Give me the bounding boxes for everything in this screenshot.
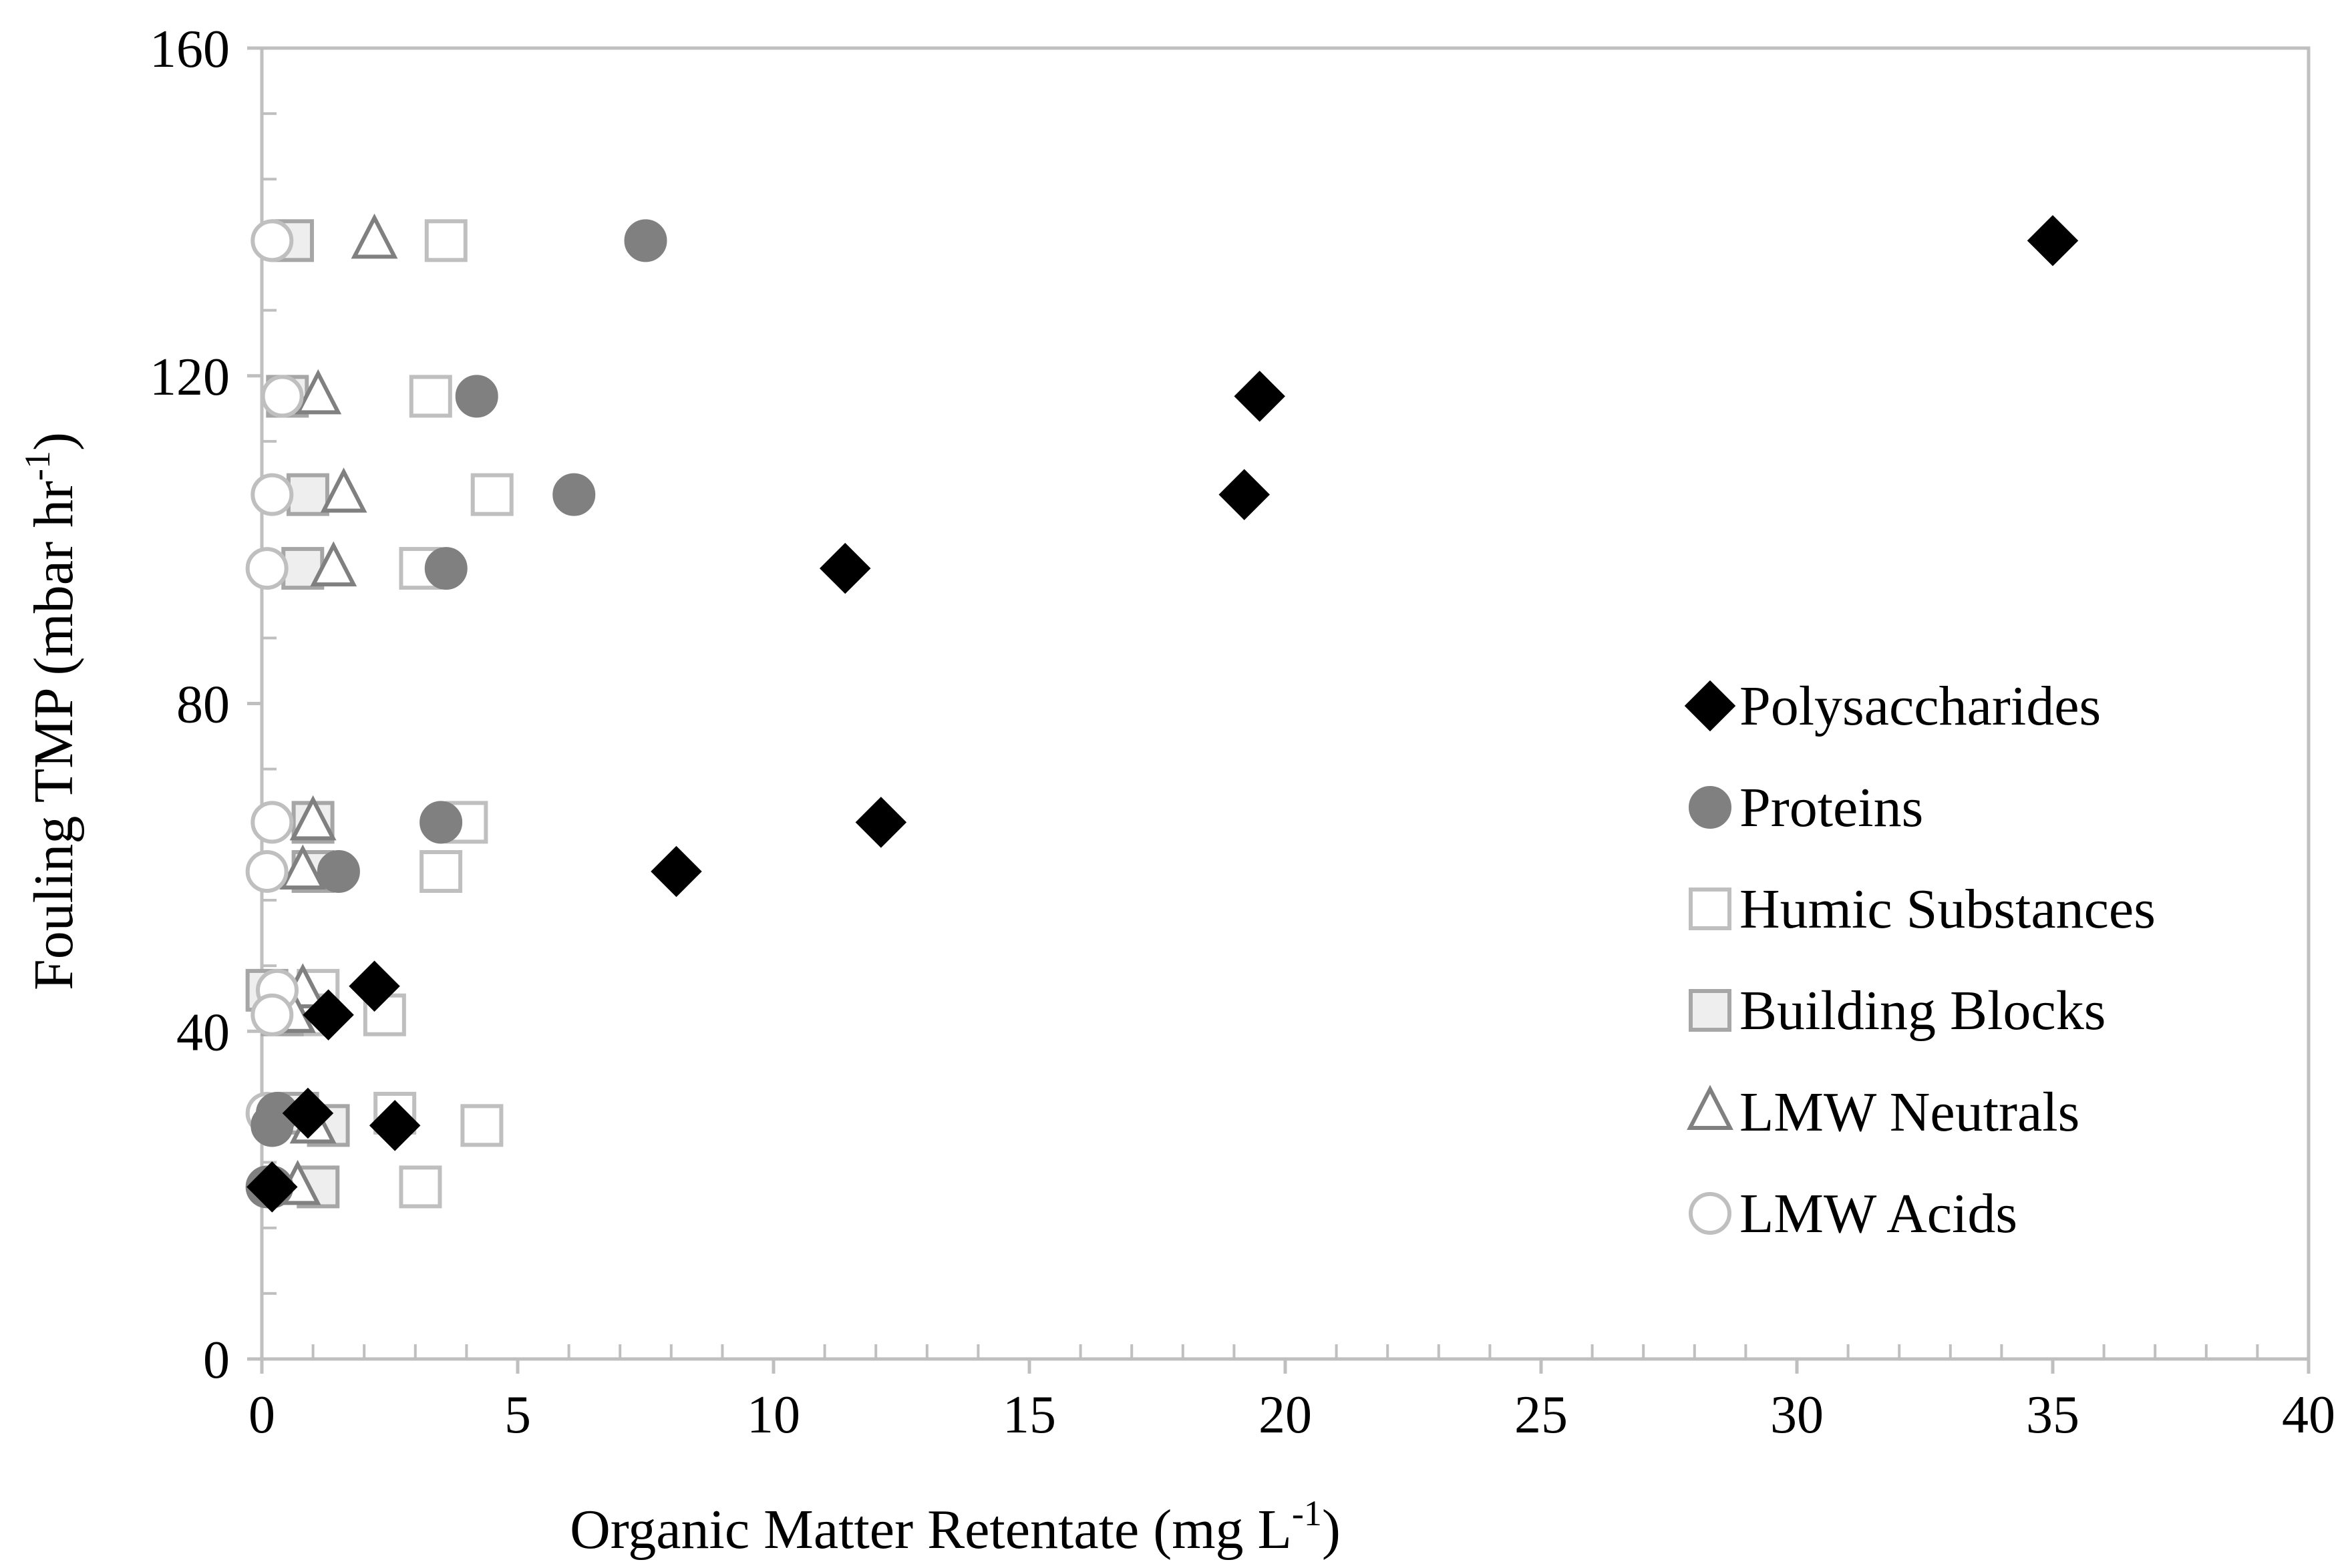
legend-item-lmw-neutrals: LMW Neutrals [1687, 1081, 2079, 1143]
point-lmw-acids [245, 547, 289, 590]
point-proteins [317, 850, 360, 894]
x-axis-title-end: ) [1322, 1499, 1341, 1561]
legend-marker-lmw-acids [1689, 1192, 1731, 1235]
y-axis-title-end: ) [23, 432, 85, 451]
legend-item-proteins: Proteins [1689, 777, 1923, 839]
point-lmw-acids [261, 375, 304, 418]
point-lmw-acids [250, 219, 294, 262]
legend-marker-lmw-neutrals [1687, 1085, 1733, 1130]
point-lmw-neutrals [289, 795, 337, 841]
y-tick-label: 120 [150, 348, 230, 407]
point-humic-substances [460, 1104, 504, 1147]
point-proteins [419, 801, 463, 844]
x-tick-labels: 0 5 10 15 20 25 30 35 40 [248, 1386, 2335, 1444]
point-lmw-acids [250, 473, 294, 516]
x-tick-label: 40 [2282, 1386, 2335, 1444]
point-humic-substances [399, 1165, 442, 1209]
point-humic-substances [419, 850, 463, 894]
y-tick-labels: 0 40 80 120 160 [150, 20, 230, 1390]
y-tick-label: 80 [176, 676, 230, 735]
x-tick-label: 35 [2026, 1386, 2079, 1444]
legend: Polysaccharides Proteins Humic Substances B… [1684, 675, 2156, 1245]
legend-item-lmw-acids: LMW Acids [1689, 1183, 2017, 1245]
point-lmw-acids [250, 801, 294, 844]
series-polysaccharides [246, 215, 2079, 1213]
x-tick-label: 15 [1003, 1386, 1056, 1444]
legend-label-polysaccharides: Polysaccharides [1739, 675, 2101, 737]
data-points [245, 213, 2079, 1213]
x-tick-label: 0 [248, 1386, 275, 1444]
point-polysaccharides [1218, 469, 1270, 520]
point-humic-substances [409, 375, 452, 418]
x-tick-label: 30 [1770, 1386, 1824, 1444]
point-lmw-neutrals [320, 467, 367, 513]
x-tick-label: 10 [747, 1386, 800, 1444]
point-building-blocks [286, 473, 329, 516]
point-proteins [455, 375, 498, 418]
x-tick-label: 20 [1258, 1386, 1312, 1444]
legend-marker-proteins [1689, 786, 1731, 829]
y-axis-title: Fouling TMP (mbar hr-1) [17, 432, 85, 990]
legend-marker-building-blocks [1689, 989, 1731, 1032]
point-proteins [424, 547, 468, 590]
y-tick-label: 160 [150, 20, 230, 79]
point-lmw-neutrals [310, 541, 357, 587]
legend-marker-polysaccharides [1684, 680, 1736, 732]
legend-item-humic-substances: Humic Substances [1689, 878, 2156, 940]
point-polysaccharides [855, 797, 907, 848]
point-humic-substances [470, 473, 514, 516]
point-lmw-acids [245, 850, 289, 894]
legend-item-building-blocks: Building Blocks [1689, 980, 2106, 1042]
legend-label-humic-substances: Humic Substances [1739, 878, 2156, 940]
plot-area [260, 46, 2311, 1361]
point-polysaccharides [246, 1161, 298, 1213]
y-tick-label: 0 [203, 1331, 230, 1390]
y-axis-title-superscript: -1 [17, 451, 57, 481]
legend-label-proteins: Proteins [1739, 777, 1923, 839]
point-lmw-neutrals [279, 844, 327, 890]
legend-label-lmw-acids: LMW Acids [1739, 1183, 2017, 1245]
x-tick-label: 5 [504, 1386, 531, 1444]
y-axis-title-main: Fouling TMP (mbar hr [23, 481, 85, 990]
point-polysaccharides [303, 989, 354, 1040]
point-polysaccharides [282, 1087, 334, 1139]
y-tick-label: 40 [176, 1003, 230, 1062]
x-axis-title: Organic Matter Retentate (mg L-1) [570, 1493, 1341, 1561]
point-lmw-acids [250, 993, 294, 1036]
point-polysaccharides [651, 845, 702, 898]
point-proteins [552, 473, 596, 516]
legend-item-polysaccharides: Polysaccharides [1684, 675, 2101, 737]
legend-label-lmw-neutrals: LMW Neutrals [1739, 1081, 2079, 1143]
point-polysaccharides [349, 960, 400, 1012]
point-proteins [250, 1104, 294, 1147]
legend-marker-humic-substances [1689, 888, 1731, 930]
point-polysaccharides [369, 1100, 421, 1151]
point-polysaccharides [819, 542, 871, 594]
point-humic-substances [424, 219, 468, 262]
point-polysaccharides [2027, 215, 2079, 266]
point-lmw-neutrals [351, 213, 398, 259]
point-proteins [624, 219, 667, 262]
legend-label-building-blocks: Building Blocks [1739, 980, 2106, 1042]
point-lmw-neutrals [295, 369, 342, 415]
x-tick-label: 25 [1514, 1386, 1568, 1444]
x-axis-title-superscript: -1 [1292, 1493, 1322, 1533]
x-axis-title-main: Organic Matter Retentate (mg L [570, 1499, 1292, 1561]
point-polysaccharides [1234, 371, 1285, 422]
